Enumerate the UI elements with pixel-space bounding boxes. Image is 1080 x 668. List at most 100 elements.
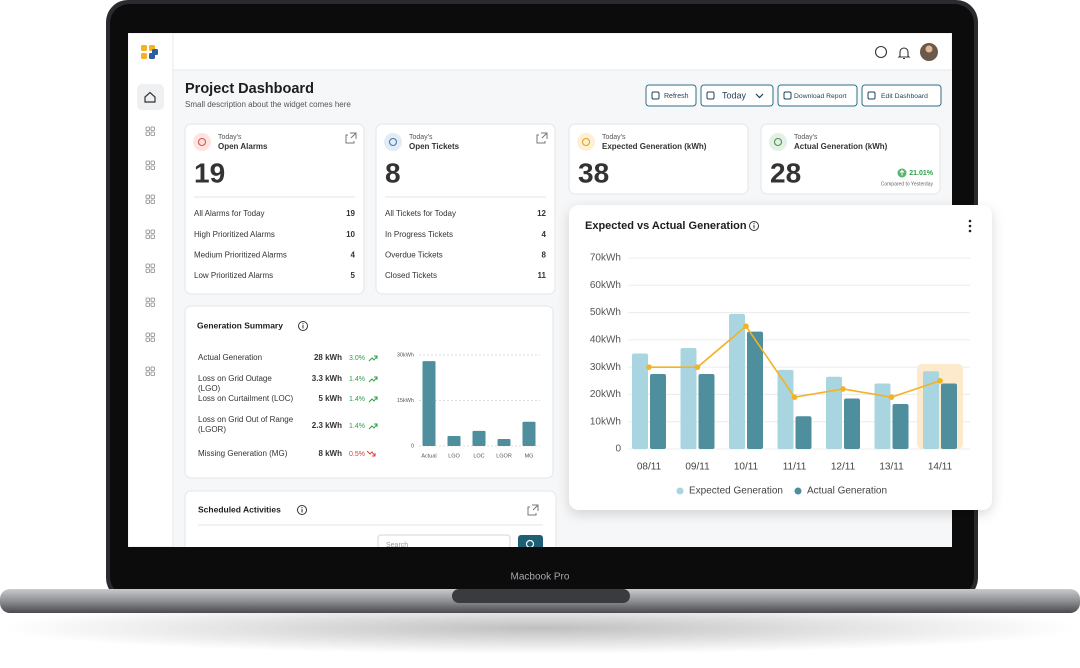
card-icon	[769, 133, 787, 151]
nav-icon	[145, 126, 150, 131]
menu-icon[interactable]	[968, 229, 972, 233]
info-icon	[749, 221, 759, 231]
bar	[447, 435, 461, 446]
row-label-box: Actual Generation	[198, 353, 262, 362]
x-tick-label: 14/11	[928, 462, 953, 473]
row-label: Missing Generation (MG)	[198, 448, 288, 458]
y-tick-label: 40kWh	[590, 334, 621, 345]
change: 1.4%	[349, 423, 365, 430]
nav-item[interactable]	[145, 160, 155, 170]
bar	[941, 383, 957, 449]
menu-icon[interactable]	[968, 219, 972, 223]
row-label: Loss on Grid Out of Range (LGOR)	[198, 415, 294, 434]
nav-icon	[150, 263, 155, 268]
row-value: 10	[346, 230, 355, 239]
logo	[152, 49, 158, 55]
card-title: Open Tickets	[409, 142, 460, 151]
nav-icon	[150, 268, 155, 273]
nav-icon	[145, 371, 150, 376]
card-value: 19	[194, 157, 225, 188]
bar	[923, 371, 939, 449]
point	[888, 394, 895, 400]
row-label-box: Missing Generation (MG)	[198, 448, 288, 458]
nav-item[interactable]	[145, 126, 155, 136]
row-value: 4	[351, 251, 356, 260]
nav-icon	[145, 302, 150, 307]
trend-icon	[366, 450, 376, 457]
button[interactable]	[777, 84, 858, 107]
row-label-box: Loss on Grid Outage (LGO)	[198, 373, 272, 393]
nav-item[interactable]	[145, 263, 155, 273]
menu-icon[interactable]	[968, 224, 972, 228]
bar	[826, 376, 842, 449]
card	[184, 490, 557, 547]
trend-arrow	[899, 169, 905, 176]
nav-icon	[145, 194, 150, 199]
bar	[892, 403, 909, 449]
external-link-icon[interactable]	[345, 132, 357, 144]
external-link-icon[interactable]	[527, 504, 539, 516]
row-label-box: Loss on Grid Out of Range (LGOR)	[198, 415, 294, 434]
section-title: Generation Summary	[197, 320, 283, 330]
bar	[497, 439, 511, 446]
row-value: 8	[542, 251, 547, 260]
row-value: 19	[346, 209, 355, 218]
card-icon	[773, 137, 783, 147]
button[interactable]	[861, 84, 942, 107]
x-tick-label: Actual	[421, 453, 436, 459]
nav-item[interactable]	[145, 366, 155, 376]
nav-item[interactable]	[145, 297, 155, 307]
card-title: Open Alarms	[218, 142, 268, 151]
nav-icon	[150, 160, 155, 165]
nav-icon	[145, 229, 150, 234]
x-tick-label: LGO	[448, 453, 460, 459]
x-tick-label: 12/11	[831, 462, 856, 473]
y-tick-label: 60kWh	[590, 280, 621, 291]
sidebar	[128, 33, 174, 547]
card-eyebrow: Today's	[409, 134, 433, 141]
nav-icon	[145, 263, 150, 268]
card-eyebrow: Today's	[794, 134, 818, 141]
device-label: Macbook Pro	[511, 572, 570, 583]
nav-item[interactable]	[145, 194, 155, 204]
card-icon	[197, 137, 207, 147]
card-icon	[384, 133, 402, 151]
button[interactable]	[645, 84, 697, 107]
nav-icon	[150, 366, 155, 371]
nav-home[interactable]	[137, 84, 164, 110]
legend-label: Expected Generation	[689, 486, 783, 497]
search-input[interactable]	[377, 534, 511, 555]
bar	[632, 353, 648, 449]
nav-icon	[145, 268, 150, 273]
external-link-icon[interactable]	[536, 132, 548, 144]
bar	[698, 373, 715, 449]
row-label: Loss on Grid Outage (LGO)	[198, 373, 272, 393]
button-icon	[783, 91, 792, 100]
nav-icon	[145, 366, 150, 371]
nav-icon	[145, 337, 150, 342]
nav-icon	[150, 131, 155, 136]
x-tick-label: MG	[525, 453, 534, 459]
nav-icon	[145, 297, 150, 302]
row-label: Low Prioritized Alarms	[194, 271, 273, 280]
row-label-box: Loss on Curtailment (LOC)	[198, 394, 293, 403]
legend-swatch	[676, 487, 684, 495]
legend-label: Actual Generation	[807, 486, 887, 497]
card-title: Actual Generation (kWh)	[794, 142, 888, 151]
bell-icon[interactable]	[897, 47, 911, 60]
help-icon[interactable]	[874, 45, 888, 59]
change: 3.0%	[349, 355, 365, 362]
chart-popup: Expected vs Actual Generation 0 10kWh 20kWh…	[569, 205, 992, 510]
button-label: Today	[722, 90, 747, 100]
trend-icon	[368, 396, 378, 403]
button-icon	[651, 91, 660, 100]
row-value: 5	[351, 271, 356, 280]
nav-item[interactable]	[145, 332, 155, 342]
button[interactable]	[700, 84, 774, 107]
nav-item[interactable]	[145, 229, 155, 239]
row-label: Overdue Tickets	[385, 251, 443, 260]
y-tick-label: 30kWh	[590, 362, 621, 373]
button-icon	[706, 91, 715, 100]
chart-title: Expected vs Actual Generation	[585, 220, 747, 232]
nav-icon	[150, 332, 155, 337]
